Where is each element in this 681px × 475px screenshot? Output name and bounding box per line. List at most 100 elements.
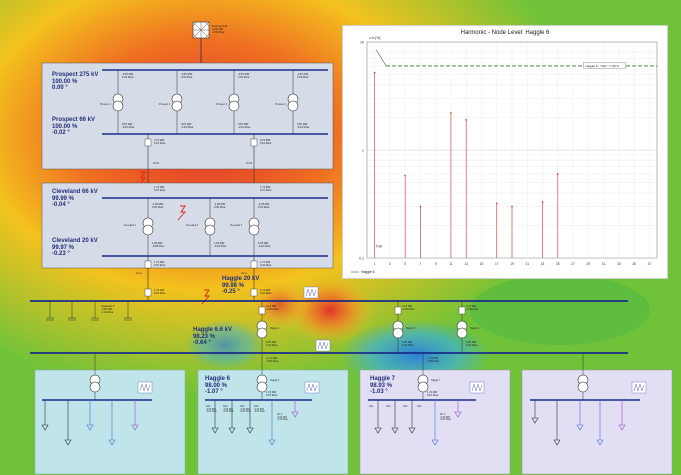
bar-tip: [465, 118, 468, 121]
flow-label: -1.72 MW -0.65 Mvar: [266, 357, 279, 363]
flow-label: 0.87 MW -0.10 Mvar: [122, 123, 135, 129]
flow-label: -0.87 MW 0.03 Mvar: [181, 73, 193, 79]
transformer-label: Haggle 6: [270, 380, 280, 382]
transformer-prospect-4[interactable]: [287, 93, 299, 112]
harmonic-source-icon[interactable]: [137, 381, 153, 394]
load-label: AS1 -0.08 MW -0.04 Mvar: [206, 406, 217, 414]
flow-label: -0.87 MW 0.03 Mvar: [297, 73, 309, 79]
load-label: AS3: [403, 406, 408, 408]
flow-label: 1.74 MW 0.02 Mvar: [154, 289, 166, 295]
fault-icon: [137, 171, 146, 187]
load-label: AS2: [386, 406, 391, 408]
cleveland-20-label[interactable]: Cleveland 20 kV 99.97 % -0.23 °: [52, 238, 98, 257]
transformer-haggle-1[interactable]: [256, 320, 268, 339]
flow-label: 3.74 MW 0.10 Mvar: [154, 139, 166, 145]
load-label: DC 3 -0.06 MW -0.06 Mvar: [440, 414, 451, 422]
feeder-lines-cleveland-haggle[interactable]: [144, 256, 258, 300]
cleveland-66-label[interactable]: Cleveland 66 kV 99.99 % -0.04 °: [52, 189, 98, 208]
flow-label: 1.74 MW 0.07 Mvar: [260, 186, 272, 192]
flow-label: -0.87 MW 0.03 Mvar: [238, 73, 250, 79]
flow-label: 1.74 MW 0.02 Mvar: [260, 261, 272, 267]
x-tick-label: 15: [480, 262, 484, 266]
x-tick-label: 13: [464, 262, 468, 266]
x-tick-label: 1: [374, 262, 376, 266]
flow-label: -1.72 MW -0.65 Mvar: [427, 357, 440, 363]
loads-haggle-7[interactable]: [374, 400, 462, 446]
external-grid[interactable]: [192, 21, 210, 70]
transformer-cleveland-1[interactable]: [142, 217, 154, 236]
transformer-prospect-3[interactable]: [228, 93, 240, 112]
bar-tip: [511, 205, 513, 208]
capacitor-bank[interactable]: [46, 301, 132, 321]
x-tick-label: 37: [648, 262, 652, 266]
transformer-label: Cleveland 3: [230, 225, 243, 227]
flow-label: 0.87 MW 0.44 Mvar: [466, 341, 478, 347]
loads-panel-4[interactable]: [531, 400, 626, 446]
flow-label: 1.72 MW 0.67 Mvar: [266, 391, 278, 397]
transformer-label: Haggle 4: [470, 328, 480, 330]
transformer-prospect-1[interactable]: [112, 93, 124, 112]
x-tick-label: 19: [510, 262, 514, 266]
y-tick-label: 0.1: [359, 257, 364, 261]
loads-haggle-6[interactable]: [211, 400, 299, 446]
load-label: AS4: [417, 406, 422, 408]
flow-label: 1.74 MW 0.02 Mvar: [260, 289, 272, 295]
capacitor-label: Capacitor 3 -0.00 MW -1.01 Mvar: [101, 305, 115, 314]
load-label: AS1: [369, 406, 374, 408]
line-label: Clev2: [241, 273, 247, 275]
legend-label: Haggle 6: [361, 270, 375, 274]
harmonic-source-icon[interactable]: [315, 339, 331, 352]
bar-tip: [541, 201, 544, 203]
prospect-66-label[interactable]: Prospect 66 kV 100.00 % -0.02 °: [52, 117, 96, 136]
transformer-haggle-3[interactable]: [392, 320, 404, 339]
harmonic-chart-window[interactable]: Harmonic - Node Level: Haggle 6 1 3 5 7 9 11 1…: [342, 25, 668, 279]
cleveland-transformers: [142, 198, 260, 256]
haggle-66-label[interactable]: Haggle 6.6 kV 98.23 % -0.64 °: [193, 327, 233, 346]
x-tick-label: 25: [556, 262, 560, 266]
distribution-feeders[interactable]: [89, 353, 589, 400]
flow-label: 1.28 MW -0.03 Mvar: [214, 242, 227, 248]
line-label: Clev1: [136, 273, 142, 275]
flow-label: -0.78 MW 0.02 Mvar: [258, 203, 270, 209]
y-tick-label: 10: [360, 41, 364, 45]
x-tick-label: 9: [435, 262, 437, 266]
point-label: THD: [376, 244, 383, 248]
transformer-cleveland-2[interactable]: [204, 217, 216, 236]
limit-label-box: [583, 62, 626, 69]
transformer-cleveland-3[interactable]: [248, 217, 260, 236]
bottom-panel-haggle-6: [197, 369, 349, 475]
flow-label: 1.74 MW 0.02 Mvar: [154, 261, 166, 267]
transformer-label: Cleveland 1: [124, 225, 137, 227]
haggle-transformers: [256, 301, 468, 353]
flow-label: 3.74 MW 0.10 Mvar: [260, 139, 272, 145]
line-label: Prod2: [246, 163, 253, 165]
flow-label: 1.28 MW -0.08 Mvar: [152, 242, 165, 248]
haggle-6-label[interactable]: Haggle 6 98.00 % -1.07 °: [205, 376, 231, 395]
x-tick-label: 23: [541, 262, 545, 266]
haggle-20-label[interactable]: Haggle 20 kV 99.98 % -0.25 °: [222, 276, 260, 295]
flow-label: -1.28 MW 0.00 Mvar: [152, 203, 164, 209]
x-tick-label: 21: [525, 262, 529, 266]
external-grid-label: External Grid -0.00 MW -0.00 Mvar: [212, 25, 228, 34]
limit-line-ramp: [375, 49, 387, 67]
bar-tip: [404, 174, 407, 177]
haggle-7-label[interactable]: Haggle 7 98.93 % -1.03 °: [370, 376, 396, 395]
harmonic-source-icon[interactable]: [631, 381, 647, 394]
prospect-275-label[interactable]: Prospect 275 kV 100.00 % 0.00 °: [52, 72, 99, 91]
transformer-label: Haggle 1: [270, 328, 280, 330]
fault-icon: [177, 205, 186, 221]
transformer-prospect-2[interactable]: [171, 93, 183, 112]
prospect-transformers: [112, 70, 299, 134]
loads-panel-1[interactable]: [41, 400, 139, 446]
harmonic-source-icon[interactable]: [303, 286, 319, 299]
x-tick-label: 31: [602, 262, 606, 266]
flow-label: 0.87 MW -0.10 Mvar: [238, 123, 251, 129]
transformer-label: Prospect 3: [216, 104, 227, 106]
harmonic-bar-chart: 1 3 5 7 9 11 13 15 17 19 21 23 25 27 29 31 33 35 371010.1u…: [351, 36, 658, 274]
transformer-label: Haggle 3: [406, 328, 416, 330]
harmonic-source-icon[interactable]: [469, 381, 485, 394]
load-label: AS2 -0.08 MW -0.04 Mvar: [223, 406, 234, 414]
harmonic-source-icon[interactable]: [304, 381, 320, 394]
transformer-haggle-4[interactable]: [456, 320, 468, 339]
